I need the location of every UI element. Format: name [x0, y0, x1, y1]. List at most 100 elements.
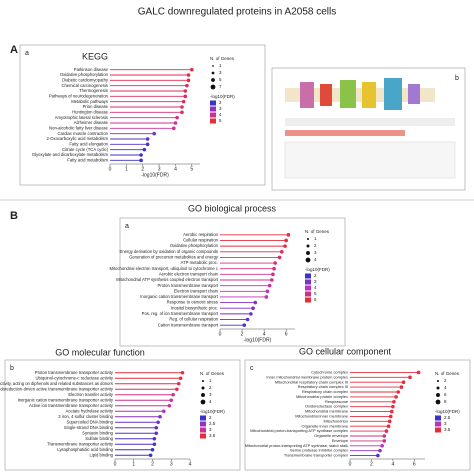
size-swatch — [212, 65, 214, 67]
color-swatch — [305, 297, 311, 303]
dot — [387, 419, 392, 424]
dot — [154, 425, 159, 430]
color-swatch — [200, 433, 206, 439]
category-label: Metabolic pathways — [71, 99, 108, 104]
category-label: Active ion transmembrane transporter act… — [29, 403, 114, 408]
category-label: Syntaxin binding — [82, 430, 113, 435]
dot — [190, 67, 194, 72]
category-label: Huntington disease — [72, 109, 109, 114]
category-label: Parkinson disease — [74, 67, 109, 72]
size-swatch — [306, 237, 310, 241]
panel-label: a — [125, 223, 129, 230]
dot — [270, 278, 274, 282]
category-label: Fatty acid metabolism — [67, 157, 108, 162]
x-tick-label: 0 — [349, 461, 352, 467]
legend-label: 2 — [314, 243, 317, 248]
legend-label: 2 — [219, 100, 222, 105]
category-label: Glyoxylate and dicarboxylate metabolism — [32, 152, 109, 157]
dot — [167, 403, 172, 408]
dot — [267, 283, 272, 288]
size-swatch — [306, 251, 310, 255]
legend-label: 7 — [219, 84, 222, 89]
dot — [401, 380, 406, 385]
dot — [175, 387, 179, 392]
panel-label: a — [25, 50, 29, 57]
dot — [185, 83, 189, 88]
dot — [273, 261, 277, 265]
category-label: Lipid binding — [89, 452, 113, 457]
chart-title: KEGG — [82, 51, 108, 61]
legend-label: 4 — [314, 257, 317, 262]
dot — [399, 385, 404, 389]
x-tick-label: 1 — [132, 461, 135, 467]
dot — [169, 398, 174, 403]
dot — [152, 131, 156, 136]
legend-title: N. of Genes — [200, 371, 225, 376]
legend-label: 1 — [219, 63, 222, 68]
x-tick-label: 0 — [109, 166, 112, 172]
color-swatch — [200, 421, 206, 427]
legend-title: -log10(FDR) — [200, 409, 225, 414]
category-label: Aerobic electron transport chain — [159, 271, 219, 276]
category-label: Inorganic cation transmembrane transport… — [18, 397, 114, 402]
x-tick-label: 2 — [141, 166, 144, 172]
category-label: Supercoiled DNA binding — [66, 419, 113, 424]
category-label: Citrate cycle (TCA cycle) — [62, 147, 108, 152]
size-swatch — [200, 399, 206, 405]
category-label: ATP metabolic proc. — [181, 260, 218, 265]
x-tick-label: 3 — [158, 166, 161, 172]
panel-label: b — [10, 365, 14, 372]
x-tick-label: 2 — [151, 461, 154, 467]
dot — [408, 375, 412, 380]
dot — [378, 448, 382, 453]
category-label: Oxidative phosphorylation — [170, 243, 219, 248]
category-label: Oxidative phosphorylation — [60, 72, 109, 77]
category-label: Cytochrome complex — [311, 369, 348, 374]
dot — [154, 431, 159, 436]
x-axis-label: -log10(FDR) — [244, 337, 272, 343]
dot — [176, 381, 181, 386]
legend-label: 4 — [444, 385, 447, 390]
dot — [416, 370, 421, 375]
dot — [242, 323, 247, 327]
size-swatch — [211, 71, 215, 75]
category-label: Respirasome — [325, 399, 348, 404]
color-swatch — [210, 106, 216, 112]
legend-label: 5 — [219, 118, 222, 123]
legend-label: 3 — [314, 250, 317, 255]
legend-label: 1 — [314, 236, 317, 241]
legend-label: 2.5 — [209, 421, 216, 426]
category-label: Thermogenesis — [79, 88, 108, 93]
legend-label: 6 — [314, 297, 317, 302]
chart-title: GO molecular function — [55, 347, 145, 357]
dot — [152, 442, 157, 447]
x-tick-label: 2 — [370, 461, 373, 467]
dot — [396, 390, 401, 394]
dot — [380, 443, 384, 448]
dot — [142, 147, 147, 152]
category-label: Alzheimer disease — [74, 120, 109, 125]
size-swatch — [436, 386, 440, 390]
dot — [277, 255, 282, 260]
category-label: Respiratory chain complex — [302, 389, 348, 394]
legend-label: 3 — [219, 70, 222, 75]
size-swatch — [306, 244, 310, 248]
dot — [183, 94, 188, 99]
dot — [178, 376, 183, 381]
legend-label: 2 — [314, 273, 317, 278]
category-label: Pathways of neurodegeneration — [49, 93, 109, 98]
dot — [376, 453, 380, 458]
category-label: Energy derivation by oxidation of organi… — [120, 249, 218, 254]
legend-title: -log10(FDR) — [435, 409, 460, 414]
size-swatch — [210, 84, 216, 90]
color-swatch — [305, 291, 311, 297]
figure-title: GALC downregulated proteins in A2058 cel… — [138, 7, 336, 18]
panel-frame — [119, 217, 346, 347]
color-swatch — [210, 100, 216, 106]
category-label: Oxidoreduction-driven active transmembra… — [0, 386, 114, 391]
category-label: Amyotrophic lateral sclerosis — [55, 115, 108, 120]
panel-frame — [244, 359, 471, 471]
color-swatch — [210, 112, 216, 118]
panel-label: b — [455, 75, 459, 82]
color-swatch — [305, 279, 311, 285]
